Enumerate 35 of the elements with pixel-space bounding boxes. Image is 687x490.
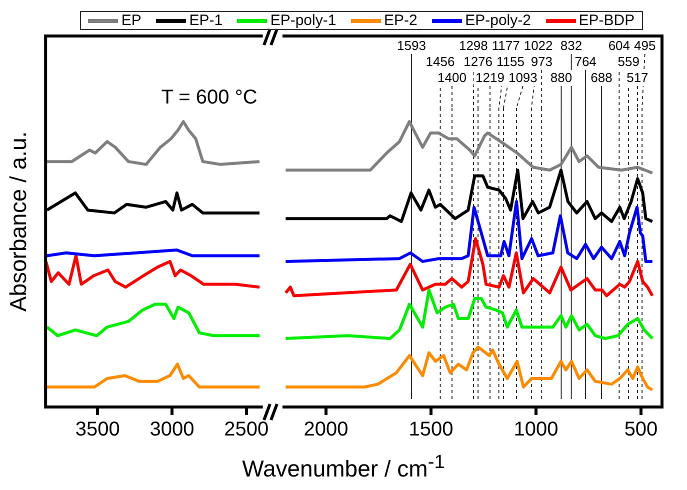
x-tick-label: 1000	[514, 418, 558, 441]
x-tick-label: 2500	[224, 418, 269, 441]
x-tick-label: 3000	[150, 418, 194, 441]
x-tick-label: 2000	[304, 418, 348, 441]
y-axis-title: Absorbance / a.u.	[5, 131, 32, 312]
ref-line-label: 764	[574, 54, 596, 70]
ref-line-label: 517	[626, 70, 648, 86]
ref-line-label: 1022	[524, 38, 553, 54]
legend-label: EP-poly-2	[465, 12, 531, 29]
ref-line-label: 1276	[464, 54, 492, 70]
ref-line-label: 495	[634, 38, 656, 54]
ref-line-label: 880	[550, 70, 572, 86]
ref-line-label: 1219	[476, 70, 504, 86]
ref-line-label: 973	[530, 54, 553, 70]
text: T = 600 °C	[161, 86, 258, 109]
legend-label: EP	[121, 12, 142, 29]
x-tick-label: 500	[624, 418, 658, 441]
x-tick-label: 1500	[408, 418, 454, 441]
ref-line-label: 1593	[397, 38, 426, 54]
ref-line-label: 1456	[426, 54, 455, 70]
ref-line-label: 559	[618, 54, 640, 70]
legend-label: EP-2	[384, 12, 418, 29]
ref-line-label: 1400	[438, 70, 466, 86]
ref-line-label: 1177	[492, 38, 520, 54]
ref-line-label: 832	[560, 38, 582, 54]
ref-line-label: 688	[590, 70, 612, 86]
legend-label: EP-poly-1	[270, 12, 336, 29]
ref-line-label: 1155	[496, 54, 524, 70]
legend-label: EP-1	[189, 12, 223, 29]
x-tick-label: 3500	[75, 418, 120, 441]
ref-line-label: 1093	[508, 70, 538, 86]
legend-label: EP-BDP	[578, 12, 635, 29]
ref-line-label: 604	[608, 38, 630, 54]
ref-line-label: 1298	[458, 38, 488, 54]
x-axis-title: Wavenumber / cm$^{-1}$	[241, 452, 446, 483]
